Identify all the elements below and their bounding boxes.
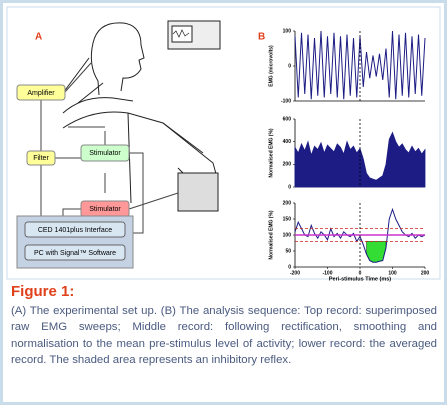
- x-tick-label: 0: [359, 270, 362, 276]
- stimulator-label: Stimulator: [89, 206, 121, 213]
- figure-caption: (A) The experimental set up. (B) The ana…: [11, 303, 437, 369]
- figure-panels: A B Amplifier Filter Stimulator Stimulat…: [3, 3, 444, 283]
- figure-title: Figure 1:: [11, 283, 74, 300]
- y-tick-label: -100: [281, 98, 291, 104]
- y-tick-label: 0: [288, 184, 291, 190]
- x-tick-label: -100: [322, 270, 332, 276]
- y-tick-label: 200: [283, 162, 292, 168]
- x-tick-label: 200: [421, 270, 430, 276]
- stimulator-label: Stimulator: [89, 150, 121, 157]
- filter-label: Filter: [33, 155, 49, 162]
- amplifier-label: Amplifier: [27, 90, 55, 97]
- software-label: PC with Signal™ Software: [34, 250, 116, 257]
- page: A B Amplifier Filter Stimulator Stimulat…: [0, 0, 447, 405]
- y-axis-label: EMG (microvolts): [268, 45, 274, 87]
- y-tick-label: 600: [283, 116, 292, 122]
- y-tick-label: 400: [283, 139, 292, 145]
- y-tick-label: 0: [288, 63, 291, 69]
- panel-label: B: [258, 32, 265, 43]
- subject-drawing: [63, 23, 218, 211]
- interface-label: CED 1401plus Interface: [38, 227, 112, 234]
- oscilloscope-screen: [172, 26, 192, 42]
- x-axis-label: Peri-stimulus Time (ms): [329, 276, 391, 282]
- line: [295, 31, 425, 99]
- x-tick-label: -200: [290, 270, 300, 276]
- y-tick-label: 100: [283, 232, 292, 238]
- y-tick-label: 200: [283, 200, 292, 206]
- y-tick-label: 100: [283, 28, 292, 34]
- y-tick-label: 150: [283, 216, 292, 222]
- panel-label: A: [35, 32, 42, 43]
- y-axis-label: Normalised EMG (%): [268, 128, 274, 178]
- y-tick-label: 50: [285, 248, 291, 254]
- x-tick-label: 100: [388, 270, 397, 276]
- y-axis-label: Normalised EMG (%): [268, 210, 274, 260]
